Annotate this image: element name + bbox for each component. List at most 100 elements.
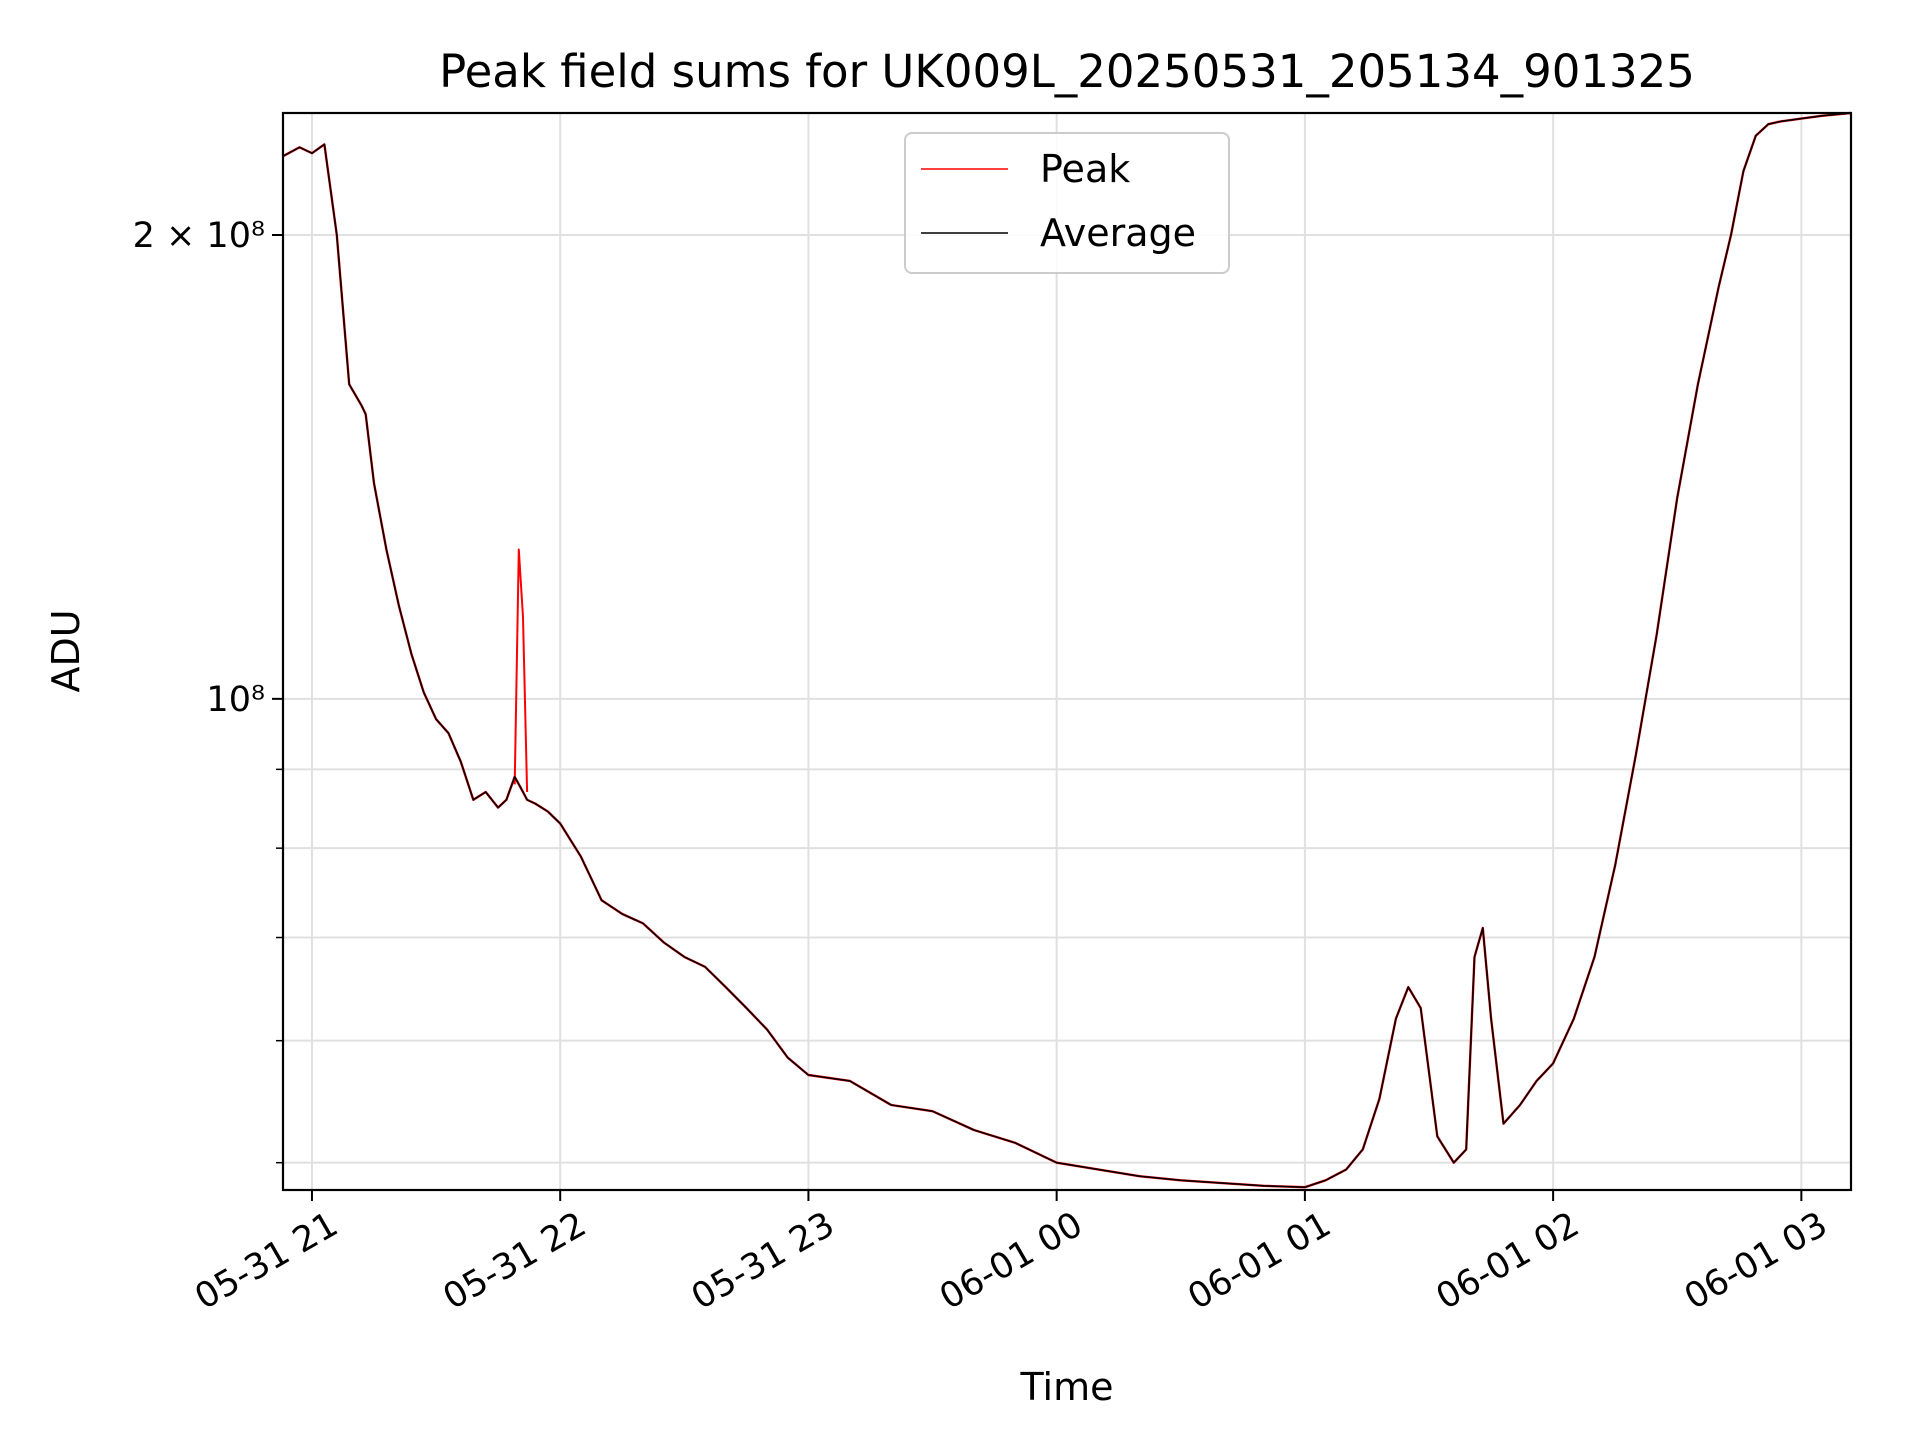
average-point: [422, 691, 425, 694]
average-point: [1481, 927, 1484, 930]
average-point: [1490, 1017, 1493, 1020]
average-point: [621, 913, 624, 916]
average-point: [703, 965, 706, 968]
average-point: [1378, 1097, 1381, 1100]
average-point: [1419, 1007, 1422, 1010]
average-point: [397, 604, 400, 607]
average-point: [641, 922, 644, 925]
average-point: [1097, 1168, 1100, 1171]
average-point: [1502, 1122, 1505, 1125]
average-point: [323, 143, 326, 146]
legend: Peak Average: [904, 132, 1230, 274]
average-point: [447, 732, 450, 735]
average-point: [1221, 1182, 1224, 1185]
average-point: [1730, 234, 1733, 237]
average-point: [1779, 120, 1782, 123]
average-point: [1361, 1148, 1364, 1151]
average-point: [1754, 134, 1757, 137]
average-point: [1394, 1017, 1397, 1020]
average-point: [1407, 986, 1410, 989]
average-point: [1767, 123, 1770, 126]
average-point: [1345, 1168, 1348, 1171]
average-point: [1138, 1175, 1141, 1178]
average-point: [1696, 383, 1699, 386]
average-point: [579, 855, 582, 858]
peak-point: [513, 783, 516, 786]
average-point: [435, 718, 438, 721]
average-point: [1436, 1135, 1439, 1138]
average-point: [1593, 955, 1596, 958]
average-point: [724, 986, 727, 989]
average-point: [472, 798, 475, 801]
average-point: [1742, 170, 1745, 173]
y-axis-label: ADU: [44, 609, 88, 692]
average-point: [534, 802, 537, 805]
average-point: [497, 806, 500, 809]
peak-point: [526, 791, 529, 794]
average-point: [1473, 955, 1476, 958]
average-point: [766, 1028, 769, 1031]
legend-box: [904, 132, 1230, 274]
average-point: [1465, 1148, 1468, 1151]
average-point: [890, 1104, 893, 1107]
average-point: [1452, 1161, 1455, 1164]
average-point: [410, 652, 413, 655]
average-point: [807, 1074, 810, 1077]
average-point: [1519, 1104, 1522, 1107]
average-point: [1535, 1079, 1538, 1082]
average-point: [546, 810, 549, 813]
average-point: [1800, 117, 1803, 120]
average-point: [848, 1079, 851, 1082]
average-point: [931, 1110, 934, 1113]
y-axis-ticks: 2 × 10⁸ 10⁸: [133, 216, 283, 1164]
y-tick-label: 2 × 10⁸: [133, 216, 265, 256]
legend-label-average: Average: [1040, 211, 1196, 255]
average-point: [521, 791, 524, 794]
average-point: [1572, 1017, 1575, 1020]
average-point: [1821, 114, 1824, 117]
average-point: [1655, 634, 1658, 637]
average-point: [1676, 497, 1679, 500]
average-point: [600, 899, 603, 902]
average-point: [1014, 1141, 1017, 1144]
average-point: [348, 383, 351, 386]
average-point: [1552, 1062, 1555, 1065]
average-point: [364, 413, 367, 416]
average-point: [385, 548, 388, 551]
series-average-line: [282, 112, 1852, 1188]
peak-point: [517, 548, 520, 551]
average-point: [745, 1007, 748, 1010]
average-point: [310, 152, 313, 155]
peak-point: [521, 616, 524, 619]
average-point: [1614, 864, 1617, 867]
legend-label-peak: Peak: [1040, 147, 1130, 191]
average-point: [484, 791, 487, 794]
average-point: [298, 146, 301, 149]
average-point: [559, 822, 562, 825]
average-point: [335, 234, 338, 237]
average-point: [360, 404, 363, 407]
average-point: [1262, 1184, 1265, 1187]
grid-lines: [283, 113, 1851, 1190]
average-point: [373, 482, 376, 485]
average-point: [662, 941, 665, 944]
x-axis-label: Time: [1020, 1365, 1114, 1409]
y-tick-label: 10⁸: [206, 680, 265, 720]
series-layer: [282, 111, 1852, 1189]
average-point: [526, 798, 529, 801]
average-point: [459, 760, 462, 763]
average-point: [1055, 1161, 1058, 1164]
chart-title: Peak field sums for UK009L_20250531_2051…: [439, 45, 1695, 98]
average-point: [972, 1129, 975, 1132]
average-point: [1634, 753, 1637, 756]
average-point: [683, 955, 686, 958]
average-point: [786, 1056, 789, 1059]
plot-frame: [281, 111, 1853, 1192]
average-point: [513, 775, 516, 778]
average-point: [1717, 286, 1720, 289]
average-point: [505, 798, 508, 801]
average-point: [1324, 1179, 1327, 1182]
series-peak-spike: [513, 548, 529, 793]
average-point: [1303, 1186, 1306, 1189]
